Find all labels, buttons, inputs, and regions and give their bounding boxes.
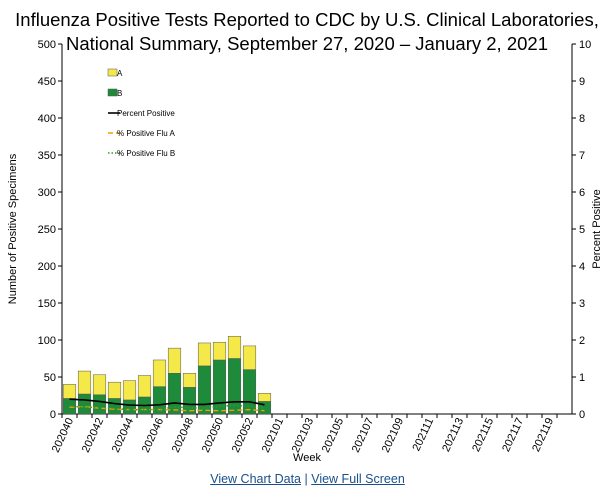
x-tick-label: 202111 <box>411 416 437 453</box>
legend-label: Percent Positive <box>117 109 175 118</box>
y2-axis-label: Percent Positive <box>591 189 603 268</box>
y-tick-label: 200 <box>38 261 56 273</box>
legend-label: B <box>117 89 122 98</box>
bar <box>122 380 137 401</box>
y2-tick-label: 1 <box>579 372 585 384</box>
bar <box>122 399 137 415</box>
legend-label: % Positive Flu A <box>117 129 175 138</box>
x-tick-label: 202107 <box>350 416 376 454</box>
x-tick-label: 202040 <box>50 416 76 454</box>
x-tick-label: 202103 <box>290 416 316 454</box>
line <box>69 405 265 412</box>
y2-tick-label: 8 <box>579 113 585 125</box>
chart-title: Influenza Positive Tests Reported to CDC… <box>15 9 599 30</box>
bar <box>137 375 152 398</box>
bar <box>77 393 92 415</box>
y-tick-label: 300 <box>38 187 56 199</box>
bar <box>182 373 197 388</box>
y2-tick-label: 9 <box>579 76 585 88</box>
y-tick-label: 350 <box>38 150 56 162</box>
y-tick-label: 100 <box>38 335 56 347</box>
legend-label: A <box>117 69 123 78</box>
x-tick-label: 202115 <box>470 416 496 454</box>
y2-tick-label: 6 <box>579 187 585 199</box>
x-tick-label: 202046 <box>140 416 166 454</box>
bar <box>92 394 107 415</box>
line <box>69 404 265 411</box>
y-tick-label: 50 <box>44 372 56 384</box>
chart-title: National Summary, September 27, 2020 – J… <box>66 33 548 54</box>
x-tick-label: 202119 <box>530 416 556 454</box>
legend-swatch <box>107 88 118 97</box>
x-tick-label: 202044 <box>110 416 136 454</box>
chart: Influenza Positive Tests Reported to CDC… <box>7 9 603 464</box>
y2-tick-label: 10 <box>579 39 591 51</box>
line <box>69 398 265 407</box>
y-tick-label: 150 <box>38 298 56 310</box>
x-tick-label: 202117 <box>500 416 526 454</box>
legend-label: % Positive Flu B <box>117 149 175 158</box>
y2-tick-label: 5 <box>579 224 585 236</box>
y2-tick-label: 0 <box>579 409 585 421</box>
bar <box>167 347 182 374</box>
bar <box>197 365 212 415</box>
bar <box>242 369 257 415</box>
x-tick-label: 202048 <box>170 416 196 454</box>
x-tick-label: 202113 <box>440 416 466 454</box>
bar <box>92 374 107 396</box>
y2-tick-label: 3 <box>579 298 585 310</box>
bar <box>212 341 227 361</box>
x-tick-label: 202101 <box>260 416 286 454</box>
bar <box>197 342 212 367</box>
y2-tick-label: 2 <box>579 335 585 347</box>
y-tick-label: 400 <box>38 113 56 125</box>
legend-swatch <box>107 68 118 77</box>
y-tick-label: 450 <box>38 76 56 88</box>
bar <box>107 398 122 415</box>
y-tick-label: 250 <box>38 224 56 236</box>
x-tick-label: 202052 <box>230 416 256 454</box>
y-axis-label: Number of Positive Specimens <box>7 153 19 304</box>
bar <box>257 393 272 402</box>
x-tick-label: 202042 <box>80 416 106 454</box>
y2-tick-label: 4 <box>579 261 585 273</box>
bar <box>242 345 257 370</box>
bar <box>77 370 92 395</box>
bar <box>152 359 167 387</box>
x-tick-label: 202105 <box>320 416 346 454</box>
bar <box>227 336 242 359</box>
x-tick-label: 202109 <box>380 416 406 454</box>
bar <box>107 381 122 399</box>
link[interactable]: View Chart Data <box>210 472 302 486</box>
y2-tick-label: 7 <box>579 150 585 162</box>
x-axis-label: Week <box>293 452 321 464</box>
x-tick-label: 202050 <box>200 416 226 454</box>
bar <box>62 384 77 399</box>
y-tick-label: 500 <box>38 39 56 51</box>
y-tick-label: 0 <box>50 409 56 421</box>
footer-links: View Chart Data | View Full Screen <box>210 472 405 486</box>
link[interactable]: View Full Screen <box>311 472 405 486</box>
